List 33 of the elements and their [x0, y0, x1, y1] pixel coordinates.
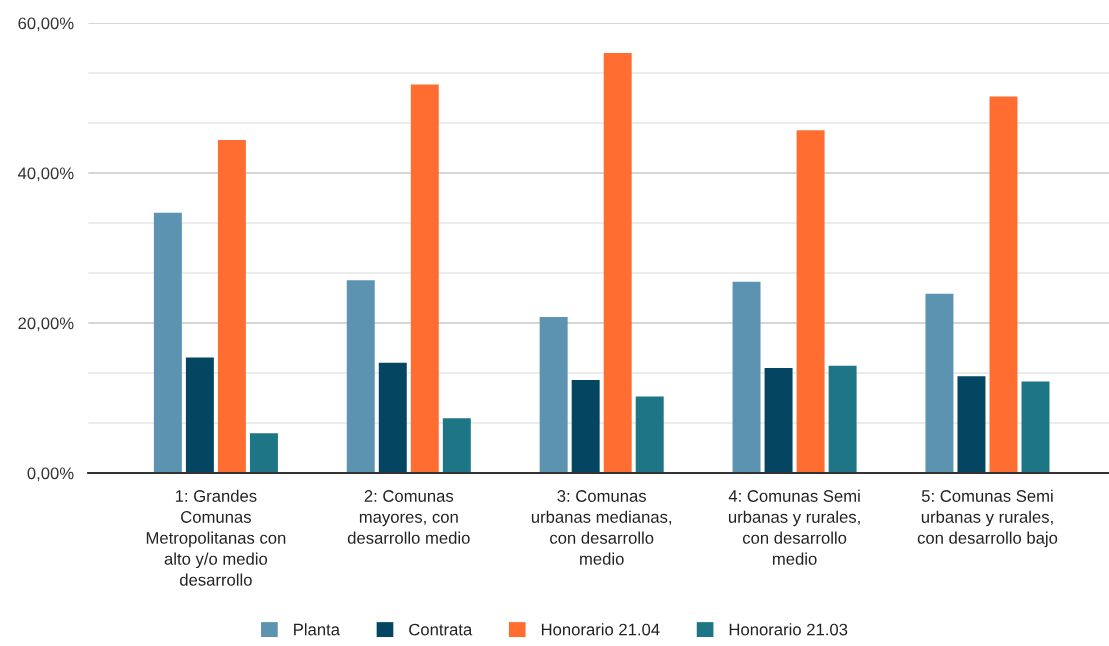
bar	[153, 212, 182, 473]
bar	[603, 53, 632, 473]
x-tick-label: 3: Comunas urbanas medianas, con desarrollo medio	[531, 490, 672, 565]
bar	[764, 368, 793, 473]
bar	[635, 396, 664, 473]
y-tick-label: 20,00%	[18, 317, 74, 332]
bar	[249, 433, 278, 473]
bar	[925, 293, 954, 473]
legend-label: Planta	[294, 623, 340, 636]
bar	[346, 280, 375, 473]
bar	[828, 365, 857, 473]
legend-label: Honorario 21.03	[729, 623, 848, 636]
bar	[732, 281, 761, 473]
bar	[217, 140, 246, 473]
bar	[571, 380, 600, 473]
bar	[1021, 381, 1050, 473]
bar	[410, 84, 439, 473]
x-tick-label: 1: Grandes Comunas Metropolitanas con alto y/o medio desarrollo	[146, 489, 286, 586]
bar	[185, 357, 214, 473]
bar	[796, 130, 825, 473]
x-tick-label: 4: Comunas Semi urbanas y rurales, con desarrollo medio	[728, 489, 860, 565]
y-tick-label: 0,00%	[27, 467, 74, 482]
bar	[442, 418, 471, 473]
bar	[957, 376, 986, 473]
y-tick-label: 60,00%	[18, 17, 74, 32]
y-tick-label: 40,00%	[17, 167, 74, 182]
x-tick-label: 2: Comunas mayores, con desarrollo medio	[347, 490, 470, 544]
bar	[539, 317, 568, 473]
x-tick-label: 5: Comunas Semi urbanas y rurales, con desarrollo bajo	[917, 489, 1058, 548]
bar	[378, 362, 407, 473]
legend-label: Honorario 21.04	[541, 623, 660, 636]
bar	[989, 96, 1018, 473]
legend-label: Contrata	[409, 623, 473, 636]
